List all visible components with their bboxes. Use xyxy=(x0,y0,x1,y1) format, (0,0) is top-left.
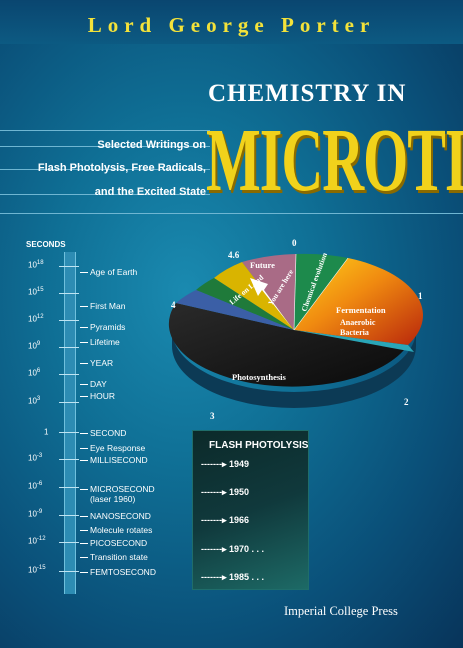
pie-slice-sliver xyxy=(294,330,414,352)
timeline-exponent: 109 xyxy=(28,341,41,351)
pie-number: 4.6 xyxy=(228,250,240,260)
title-line-2: MICROTIME xyxy=(206,109,463,211)
timeline-bar xyxy=(64,252,76,594)
pie-number: 0 xyxy=(292,238,297,248)
pie-slice-future xyxy=(242,254,296,330)
author-bar xyxy=(0,0,463,44)
timeline-event: Pyramids xyxy=(90,322,126,332)
title-line-1: CHEMISTRY IN xyxy=(208,80,407,107)
subtitle-line: and the Excited State xyxy=(94,186,206,198)
you-are-here-arrow xyxy=(250,278,292,328)
pie-number: 3 xyxy=(210,411,215,421)
subtitle-line: Selected Writings on xyxy=(97,139,206,151)
flash-photolysis-panel: FLASH PHOTOLYSIS -------▸ 1949 -------▸ … xyxy=(192,430,309,590)
timeline-exponent: 1 xyxy=(44,427,49,437)
timeline-event: (laser 1960) xyxy=(90,494,136,504)
author-name: Lord George Porter xyxy=(87,13,376,37)
pie-slice-chemical-evolution xyxy=(294,253,348,330)
timeline-exponent: 10-9 xyxy=(28,509,43,519)
timeline-event: PICOSECOND xyxy=(90,538,148,548)
timeline-event: Lifetime xyxy=(90,337,120,347)
pie-slice-life-on-land xyxy=(214,262,294,330)
timeline-event: HOUR xyxy=(90,391,116,401)
rule-line xyxy=(0,213,463,214)
rule-line xyxy=(0,169,210,170)
timeline-event: YEAR xyxy=(90,358,114,368)
pie-slice-sliver xyxy=(196,278,294,330)
flash-year: -------▸ 1985 . . . xyxy=(201,572,265,582)
flash-year: -------▸ 1970 . . . xyxy=(201,544,265,554)
timeline-event: FEMTOSECOND xyxy=(90,567,156,577)
timeline-event: Eye Response xyxy=(90,443,146,453)
timeline-exponent: 10-12 xyxy=(28,536,46,546)
pie-label-anaerobic: Anaerobic xyxy=(340,318,376,327)
timeline-exponent: 1012 xyxy=(28,314,44,324)
pie-label-bacteria: Bacteria xyxy=(340,328,369,337)
flash-photolysis-title: FLASH PHOTOLYSIS xyxy=(209,440,309,451)
timeline-event: First Man xyxy=(90,301,126,311)
pie-label-photosynthesis: Photosynthesis xyxy=(232,372,287,382)
pie-slice-photosynthesis xyxy=(168,303,408,387)
timeline-exponent: 10-6 xyxy=(28,481,43,491)
timeline-unit-label: SECONDS xyxy=(26,240,66,249)
timeline-event: MICROSECOND xyxy=(90,484,155,494)
pie-number: 2 xyxy=(404,397,409,407)
timeline-exponent: 10-3 xyxy=(28,453,43,463)
pie-side xyxy=(172,330,416,408)
timeline-exponent: 103 xyxy=(28,396,41,406)
flash-year: -------▸ 1949 xyxy=(201,459,250,469)
pie-slice-sliver xyxy=(176,290,294,330)
timeline-event: NANOSECOND xyxy=(90,511,151,521)
timeline-event: Transition state xyxy=(90,552,148,562)
timeline-event: SECOND xyxy=(90,428,127,438)
timeline-event: DAY xyxy=(90,379,107,389)
timeline-exponent: 10-15 xyxy=(28,565,46,575)
rule-line xyxy=(0,194,210,195)
timeline-exponent: 1015 xyxy=(28,287,44,297)
timeline-exponent: 1018 xyxy=(28,260,44,270)
rule-line xyxy=(0,146,210,147)
timeline-event: Molecule rotates xyxy=(90,525,153,535)
pie-number: 1 xyxy=(418,291,423,301)
timeline-event: MILLISECOND xyxy=(90,455,148,465)
timeline-event: Age of Earth xyxy=(90,267,138,277)
timeline-exponent: 106 xyxy=(28,368,41,378)
flash-year: -------▸ 1950 xyxy=(201,487,250,497)
pie-slice-fermentation xyxy=(294,258,424,345)
publisher-name: Imperial College Press xyxy=(284,604,398,618)
pie-number: 4 xyxy=(171,300,176,310)
rule-line xyxy=(0,130,210,131)
pie-label-future: Future xyxy=(250,260,275,270)
flash-year: -------▸ 1966 xyxy=(201,515,250,525)
pie-label-fermentation: Fermentation xyxy=(336,305,386,315)
subtitle-line: Flash Photolysis, Free Radicals, xyxy=(37,162,206,174)
